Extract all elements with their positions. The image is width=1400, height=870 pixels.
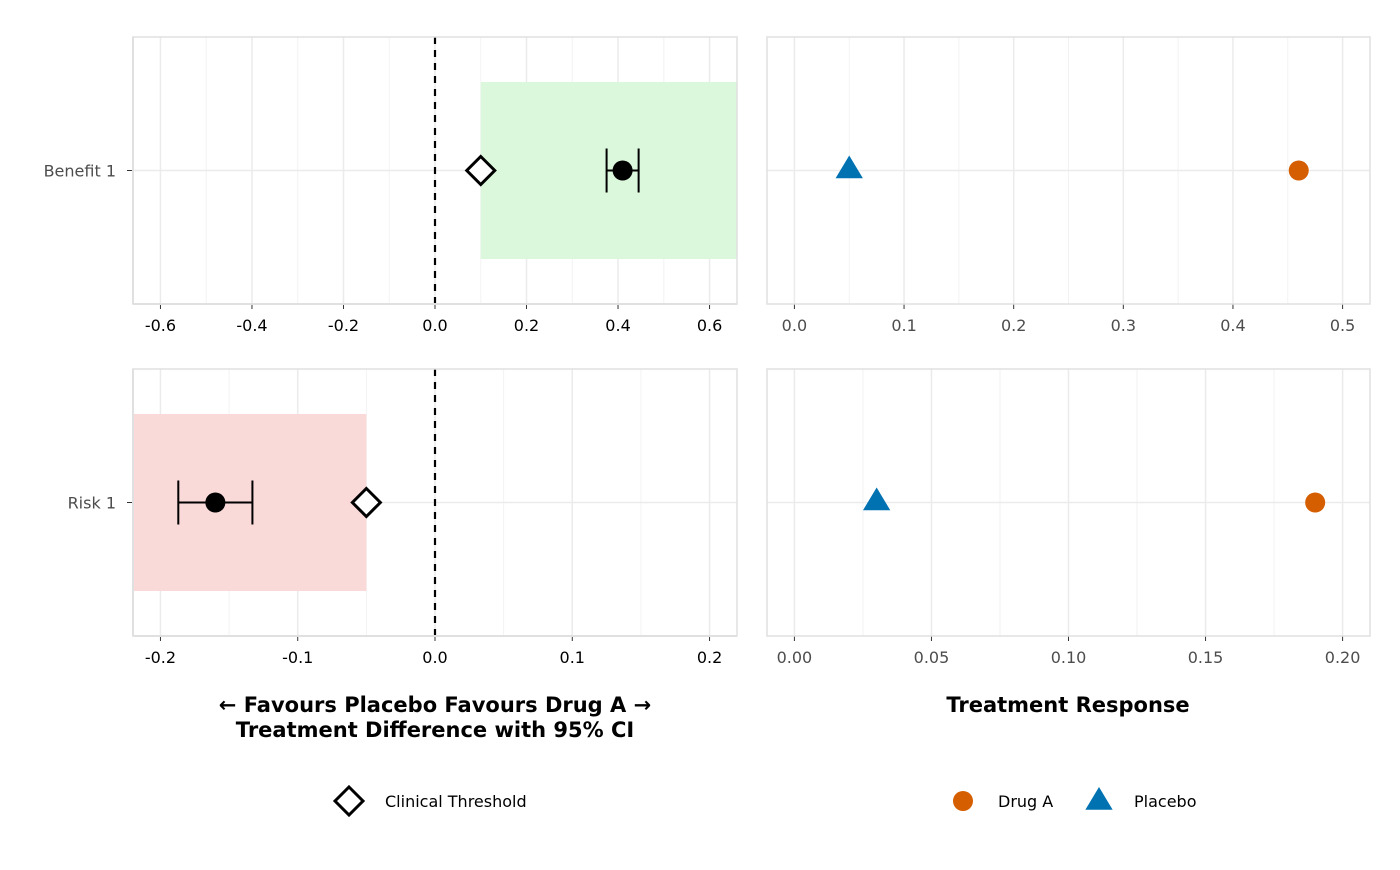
row-label: Benefit 1	[44, 162, 116, 181]
x-tick-label: 0.4	[605, 316, 630, 335]
drug-a-point	[1305, 492, 1326, 513]
drug-a-point	[1288, 160, 1309, 181]
legend-placebo-icon	[1085, 787, 1113, 810]
panel-border	[766, 36, 1371, 305]
x-tick-label: -0.1	[282, 648, 313, 667]
x-tick-label: -0.2	[145, 648, 176, 667]
x-tick-label: -0.4	[236, 316, 267, 335]
threshold-marker	[350, 486, 383, 519]
x-tick-label: -0.6	[145, 316, 176, 335]
x-tick-label: 0.05	[914, 648, 950, 667]
x-tick-label: 0.0	[782, 316, 807, 335]
panel-2: -0.2 -0.1 0.0 0.1 0.2 Risk 1	[68, 368, 738, 667]
placebo-point	[835, 155, 863, 179]
x-tick-label: 0.20	[1325, 648, 1361, 667]
x-tick-label: -0.2	[328, 316, 359, 335]
x-tick-label: 0.15	[1188, 648, 1224, 667]
threshold-marker	[464, 154, 497, 187]
left-axis-title-line2: Treatment Difference with 95% CI	[236, 718, 634, 742]
legend-right: Drug A Placebo	[953, 787, 1196, 811]
legend-placebo-label: Placebo	[1134, 792, 1196, 811]
x-tick-label: 0.6	[697, 316, 722, 335]
x-tick-label: 0.4	[1220, 316, 1245, 335]
legend-drug-a-label: Drug A	[998, 792, 1053, 811]
panel-0: -0.6 -0.4 -0.2 0.0 0.2 0.4 0.6 Benefit 1	[44, 36, 738, 335]
legend-left: Clinical Threshold	[332, 784, 527, 818]
legend-threshold-icon	[332, 784, 366, 818]
x-tick-label: 0.2	[1001, 316, 1026, 335]
x-tick-label: 0.10	[1051, 648, 1087, 667]
legend-threshold-label: Clinical Threshold	[385, 792, 527, 811]
left-axis-title-line1: ← Favours Placebo Favours Drug A →	[219, 693, 651, 717]
x-tick-label: 0.3	[1111, 316, 1136, 335]
right-axis-title: Treatment Response	[946, 693, 1189, 717]
panel-3: 0.00 0.05 0.10 0.15 0.20	[766, 368, 1371, 667]
panel-border	[766, 368, 1371, 637]
x-tick-label: 0.1	[560, 648, 585, 667]
x-tick-label: 0.2	[514, 316, 539, 335]
x-tick-label: 0.00	[777, 648, 813, 667]
legend-drug-a-icon	[953, 791, 973, 811]
estimate-point	[205, 492, 226, 513]
estimate-point	[612, 160, 633, 181]
placebo-point	[862, 487, 891, 511]
panel-1: 0.0 0.1 0.2 0.3 0.4 0.5	[766, 36, 1371, 335]
row-label: Risk 1	[68, 494, 116, 513]
x-tick-label: 0.5	[1330, 316, 1355, 335]
x-tick-label: 0.0	[422, 648, 447, 667]
x-tick-label: 0.0	[422, 316, 447, 335]
x-tick-label: 0.2	[697, 648, 722, 667]
x-tick-label: 0.1	[891, 316, 916, 335]
